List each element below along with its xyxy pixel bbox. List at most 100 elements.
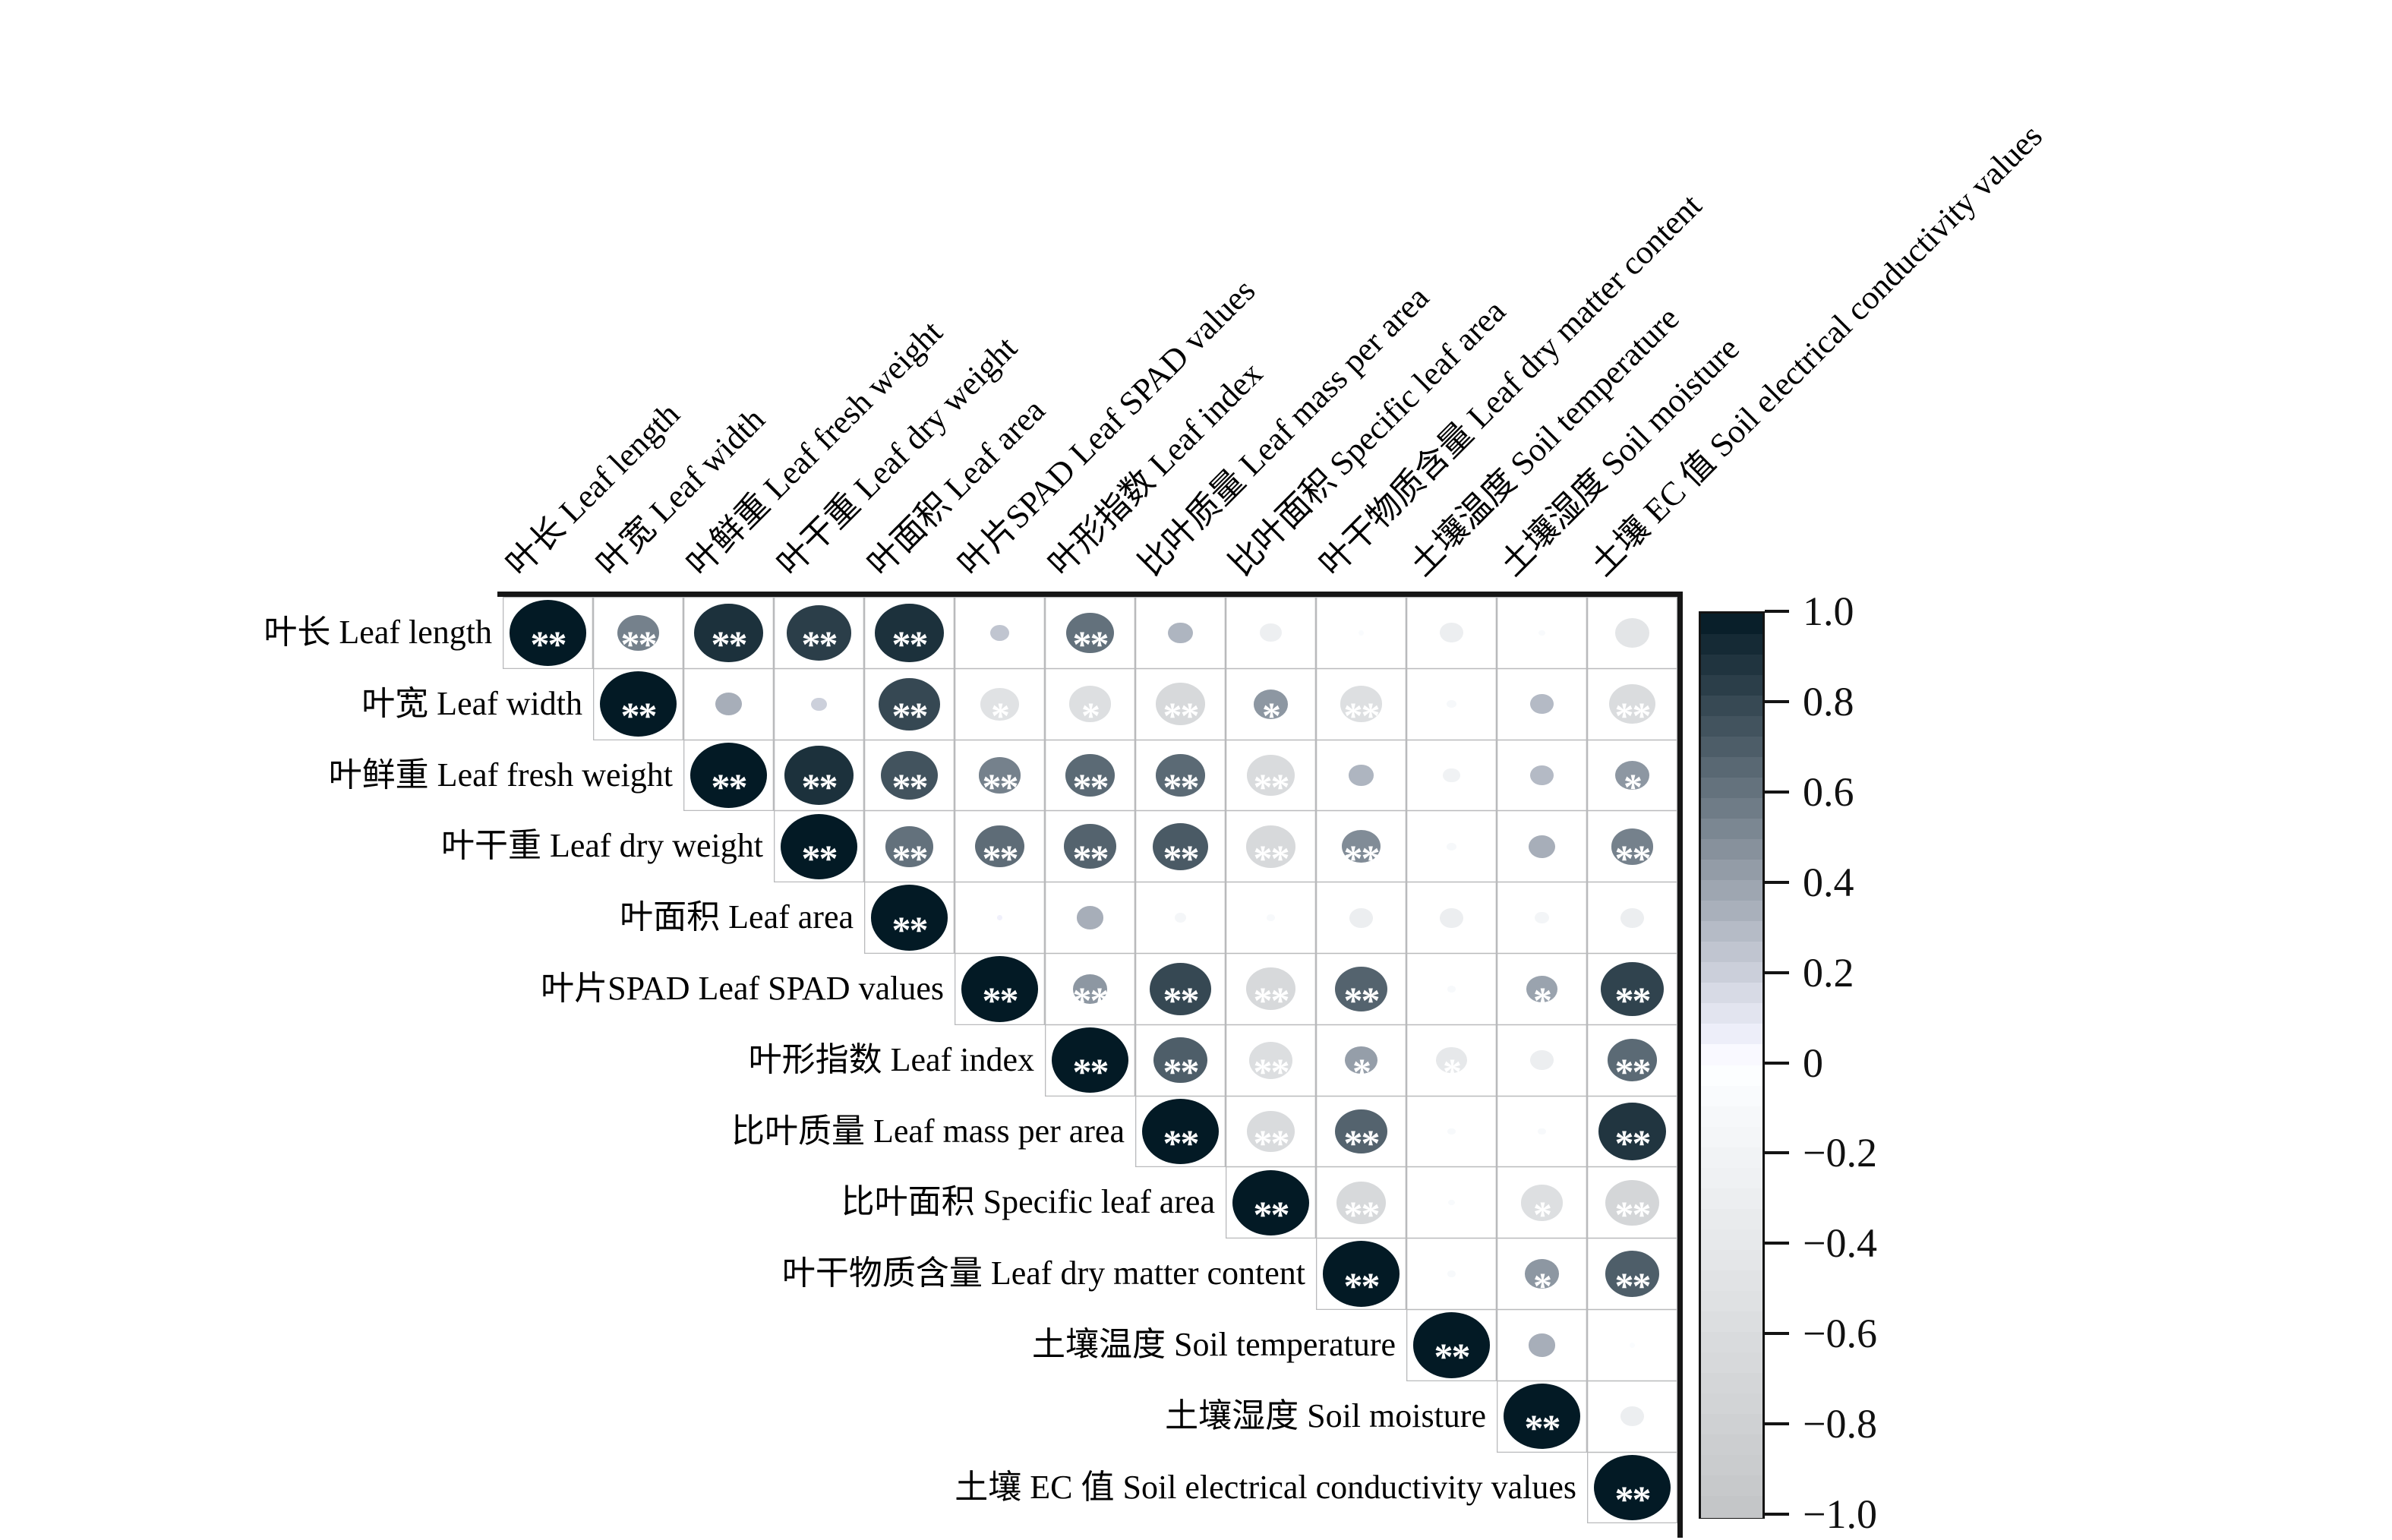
- legend-tick: [1765, 1242, 1789, 1245]
- matrix-cell: **: [955, 810, 1045, 882]
- significance-stars: *: [1533, 1192, 1552, 1235]
- significance-stars: **: [1253, 1050, 1289, 1093]
- matrix-cell: [1497, 668, 1587, 740]
- legend-tick: [1765, 1422, 1789, 1426]
- correlation-circle: *: [1068, 686, 1112, 734]
- matrix-cell: [1497, 1024, 1587, 1097]
- matrix-cell: [1587, 1309, 1677, 1381]
- legend-gradient-strip: [1701, 1024, 1762, 1046]
- matrix-cell: *: [955, 668, 1045, 740]
- correlation-circle: [1538, 1128, 1546, 1135]
- correlation-circle: **: [1598, 1103, 1666, 1162]
- significance-stars: **: [1343, 1121, 1381, 1164]
- correlation-circle: **: [1155, 753, 1206, 806]
- correlation-circle: [1076, 906, 1104, 929]
- correlation-circle: *: [1253, 689, 1289, 734]
- significance-stars: **: [1614, 1264, 1651, 1307]
- correlation-circle: [1528, 835, 1556, 858]
- legend-gradient-bar: [1699, 611, 1765, 1519]
- correlation-circle: [1530, 765, 1554, 785]
- legend-gradient-strip: [1701, 983, 1762, 1005]
- correlation-circle: **: [1153, 822, 1208, 877]
- significance-stars: *: [1532, 1264, 1552, 1307]
- correlation-circle: **: [693, 603, 764, 663]
- correlation-circle: [1535, 911, 1549, 924]
- matrix-cell: **: [1045, 597, 1135, 669]
- matrix-right-border: [1677, 592, 1683, 1538]
- row-label: 土壤 EC 值 Soil electrical conductivity val…: [955, 1468, 1576, 1506]
- matrix-cell: **: [1587, 1166, 1677, 1239]
- matrix-cell: **: [1045, 1024, 1135, 1097]
- legend-tick-label: 0.8: [1803, 678, 1854, 724]
- matrix-cell: **: [1135, 810, 1226, 882]
- significance-stars: **: [1072, 979, 1109, 1022]
- correlation-circle: **: [1245, 967, 1296, 1019]
- matrix-cell: [955, 882, 1045, 954]
- matrix-cell: [774, 668, 864, 740]
- significance-stars: **: [891, 694, 929, 737]
- correlation-circle: **: [1073, 974, 1109, 1019]
- matrix-cell: [1135, 597, 1226, 669]
- significance-stars: **: [801, 765, 838, 808]
- significance-stars: *: [991, 694, 1010, 737]
- legend-tick: [1765, 970, 1789, 974]
- matrix-cell: *: [1587, 740, 1677, 812]
- significance-stars: **: [1614, 694, 1652, 737]
- legend-tick-label: 0: [1803, 1040, 1823, 1086]
- matrix-cell: **: [1135, 1024, 1226, 1097]
- legend-tick-label: 0.4: [1803, 859, 1854, 905]
- matrix-cell: [1135, 882, 1226, 954]
- matrix-cell: **: [1226, 953, 1316, 1025]
- matrix-cell: [1316, 740, 1406, 812]
- legend-tick-label: 1.0: [1803, 589, 1854, 634]
- legend-tick: [1765, 1151, 1789, 1155]
- correlation-circle: **: [879, 677, 940, 737]
- significance-stars: *: [1352, 1050, 1371, 1093]
- matrix-cell: **: [683, 740, 774, 812]
- matrix-cell: [955, 597, 1045, 669]
- correlation-circle: [1630, 1342, 1635, 1348]
- correlation-circle: [1530, 694, 1554, 715]
- row-label: 叶长 Leaf length: [263, 613, 492, 651]
- correlation-circle: [1349, 907, 1373, 928]
- matrix-cell: **: [1587, 1452, 1677, 1524]
- significance-stars: **: [1072, 836, 1109, 879]
- matrix-cell: [1406, 597, 1497, 669]
- matrix-cell: **: [593, 597, 683, 669]
- legend-gradient-strip: [1701, 1065, 1762, 1087]
- significance-stars: **: [1163, 765, 1199, 808]
- matrix-cell: **: [1135, 740, 1226, 812]
- matrix-cell: **: [1316, 1166, 1406, 1239]
- correlation-circle: **: [1412, 1312, 1491, 1378]
- correlation-circle: **: [1342, 830, 1381, 877]
- correlation-circle: **: [1335, 1109, 1387, 1162]
- significance-stars: **: [891, 907, 928, 951]
- matrix-cell: [1226, 882, 1316, 954]
- significance-stars: **: [1163, 979, 1200, 1022]
- significance-stars: *: [1081, 694, 1100, 737]
- matrix-cell: [1497, 1309, 1587, 1381]
- significance-stars: *: [1442, 1050, 1462, 1093]
- legend-tick: [1765, 790, 1789, 794]
- matrix-cell: [1587, 882, 1677, 954]
- correlation-circle: **: [1153, 1037, 1207, 1090]
- matrix-cell: **: [1316, 668, 1406, 740]
- legend-gradient-strip: [1701, 798, 1762, 820]
- significance-stars: **: [1614, 1477, 1651, 1520]
- correlation-circle: [1168, 622, 1193, 644]
- matrix-cell: *: [1226, 668, 1316, 740]
- significance-stars: **: [982, 979, 1018, 1022]
- matrix-cell: **: [1316, 953, 1406, 1025]
- row-label: 叶干物质含量 Leaf dry matter content: [781, 1254, 1305, 1292]
- correlation-circle: [1260, 623, 1282, 642]
- matrix-cell: **: [1045, 740, 1135, 812]
- matrix-cell: **: [1587, 1024, 1677, 1097]
- correlation-circle: **: [1605, 1251, 1659, 1305]
- matrix-cell: [1497, 597, 1587, 669]
- legend-tick: [1765, 610, 1789, 613]
- legend-gradient-strip: [1701, 1208, 1762, 1231]
- legend-tick-label: −0.2: [1803, 1130, 1877, 1176]
- matrix-cell: *: [1497, 1238, 1587, 1310]
- row-label: 叶鲜重 Leaf fresh weight: [328, 756, 673, 794]
- correlation-circle: **: [874, 603, 945, 663]
